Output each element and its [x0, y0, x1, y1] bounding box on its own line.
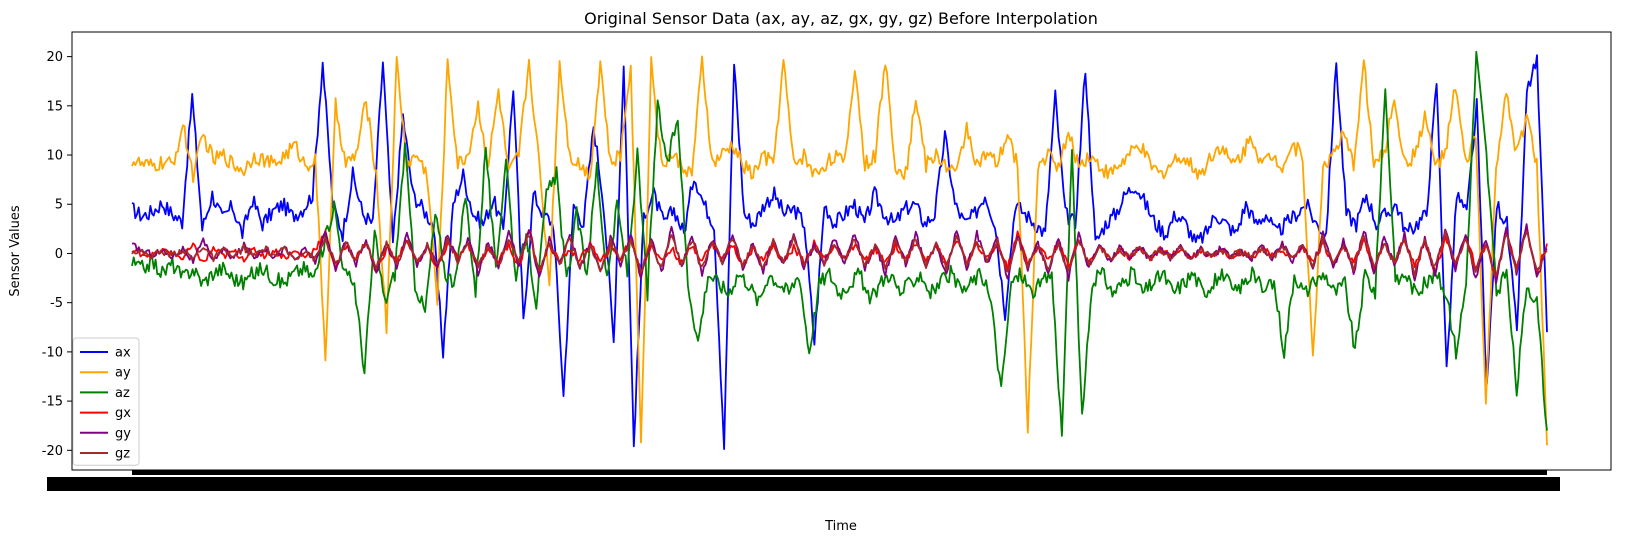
legend-label-ax: ax [115, 346, 131, 361]
y-tick-label: 20 [46, 50, 63, 65]
legend-label-gy: gy [115, 426, 131, 441]
x-axis [47, 470, 1560, 491]
series-line-ax [131, 54, 1548, 451]
x-tick-labels-overlap [47, 477, 1560, 491]
series-line-gz [131, 230, 1548, 278]
legend: ax ay az gx gy gz [72, 337, 140, 466]
y-tick-label: 10 [46, 149, 63, 164]
y-tick-label: 15 [46, 99, 63, 114]
chart-title: Original Sensor Data (ax, ay, az, gx, gy… [584, 9, 1098, 28]
x-tick-marks-dense [132, 470, 1547, 475]
legend-label-az: az [115, 386, 130, 401]
legend-label-gz: gz [115, 447, 130, 462]
y-tick-label: -20 [42, 444, 63, 459]
y-tick-label: 0 [55, 247, 63, 262]
x-axis-label: Time [824, 519, 857, 534]
y-tick-label: -5 [50, 296, 63, 311]
series-line-az [131, 50, 1548, 437]
y-tick-label: -10 [42, 345, 63, 360]
legend-label-gx: gx [115, 406, 131, 421]
legend-label-ay: ay [115, 366, 131, 381]
series-line-ay [131, 55, 1548, 446]
y-tick-label: -15 [42, 395, 63, 410]
plot-area [71, 31, 1612, 471]
y-axis: -20 -15 -10 -5 0 5 10 15 20 [42, 50, 72, 459]
y-tick-label: 5 [55, 198, 63, 213]
y-axis-label: Sensor Values [8, 205, 23, 296]
series-layer [131, 50, 1548, 451]
